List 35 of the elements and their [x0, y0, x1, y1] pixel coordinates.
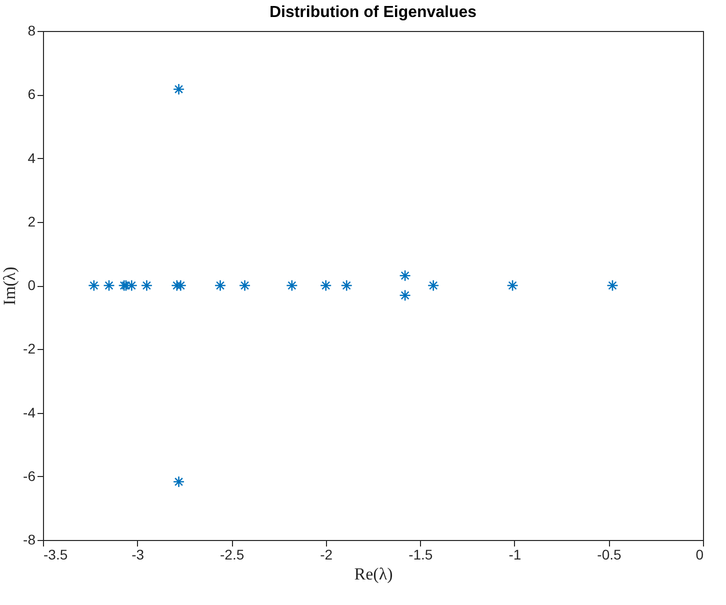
- y-axis-title: Im(λ): [0, 266, 20, 306]
- y-tick-label: 8: [28, 22, 36, 38]
- x-tick-label: -2: [320, 546, 333, 562]
- point: [340, 280, 352, 292]
- y-tick-label: 6: [28, 86, 36, 102]
- x-tick-label: -3.5: [44, 546, 68, 562]
- point: [399, 289, 411, 302]
- point: [103, 280, 115, 292]
- x-axis-title: Re(λ): [354, 564, 393, 584]
- y-tick-label: -2: [23, 340, 36, 357]
- point: [606, 280, 618, 292]
- chart-title: Distribution of Eigenvalues: [269, 4, 477, 21]
- y-tick-label: 2: [28, 213, 36, 230]
- point: [140, 280, 153, 292]
- point: [320, 280, 332, 292]
- point: [286, 280, 298, 292]
- point: [88, 280, 100, 292]
- point: [506, 280, 518, 292]
- x-tick-label: -3: [132, 546, 144, 562]
- x-tick-label: -1: [508, 546, 522, 562]
- x-tick-label: -1.5: [408, 546, 433, 562]
- x-tick-label: -2.5: [220, 546, 244, 562]
- x-tick-label: -0.5: [597, 546, 622, 562]
- point: [238, 280, 251, 292]
- y-tick-label: -8: [23, 532, 36, 548]
- point: [427, 280, 440, 292]
- point: [172, 83, 185, 96]
- point: [399, 270, 411, 282]
- y-tick-label: 0: [28, 277, 36, 293]
- point: [214, 280, 226, 292]
- y-tick-label: 4: [28, 150, 36, 166]
- x-tick-label: 0: [696, 546, 704, 562]
- y-tick-label: -6: [23, 468, 36, 484]
- y-tick-label: -4: [23, 404, 36, 420]
- point: [172, 476, 185, 488]
